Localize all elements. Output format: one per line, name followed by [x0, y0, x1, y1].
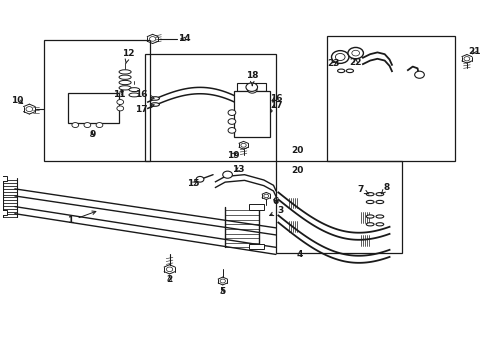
Text: 1: 1: [67, 211, 96, 225]
Circle shape: [247, 86, 257, 93]
Text: 12: 12: [122, 49, 135, 63]
Text: 16: 16: [269, 94, 282, 103]
Circle shape: [227, 110, 235, 116]
Ellipse shape: [366, 223, 373, 226]
Ellipse shape: [375, 193, 383, 196]
Circle shape: [241, 143, 245, 147]
Circle shape: [220, 279, 225, 283]
Ellipse shape: [263, 109, 271, 113]
Circle shape: [72, 123, 79, 127]
Text: 15: 15: [187, 179, 200, 188]
Text: 10: 10: [11, 96, 23, 105]
Bar: [237, 82, 265, 91]
Bar: [44, 40, 150, 161]
Text: 11: 11: [112, 90, 125, 99]
Circle shape: [463, 57, 469, 61]
Circle shape: [196, 176, 203, 182]
Circle shape: [166, 267, 172, 272]
Text: 18: 18: [245, 71, 258, 86]
Circle shape: [331, 51, 348, 63]
Bar: [1, 176, 7, 181]
Ellipse shape: [129, 88, 139, 91]
Text: 23: 23: [327, 59, 340, 68]
Circle shape: [223, 171, 232, 178]
Circle shape: [117, 106, 123, 111]
Bar: [249, 204, 264, 210]
Circle shape: [149, 37, 156, 41]
Text: 17: 17: [135, 104, 154, 114]
Text: 8: 8: [380, 183, 389, 194]
Ellipse shape: [366, 193, 373, 196]
Circle shape: [227, 119, 235, 124]
Bar: [326, 36, 454, 161]
Circle shape: [84, 123, 91, 127]
Ellipse shape: [129, 93, 139, 97]
Circle shape: [26, 107, 33, 112]
Ellipse shape: [119, 75, 131, 79]
Bar: [68, 93, 119, 123]
Ellipse shape: [375, 223, 383, 226]
Circle shape: [117, 100, 123, 104]
Ellipse shape: [150, 103, 159, 106]
Ellipse shape: [375, 215, 383, 218]
Text: 19: 19: [226, 151, 239, 160]
Text: 9: 9: [89, 130, 95, 139]
Circle shape: [227, 127, 235, 133]
Text: 16: 16: [135, 90, 154, 99]
Text: 7: 7: [357, 185, 368, 194]
Text: 17: 17: [269, 101, 282, 110]
Circle shape: [335, 54, 345, 60]
Circle shape: [351, 50, 359, 56]
Text: 20: 20: [291, 147, 303, 156]
Circle shape: [245, 83, 257, 91]
Bar: [233, 91, 269, 138]
Circle shape: [414, 71, 424, 78]
Ellipse shape: [375, 201, 383, 203]
Ellipse shape: [119, 70, 131, 74]
Text: 21: 21: [467, 47, 479, 56]
Text: 2: 2: [166, 275, 172, 284]
Text: 3: 3: [269, 206, 284, 216]
Text: 6: 6: [272, 197, 279, 206]
Text: 22: 22: [349, 58, 361, 67]
Ellipse shape: [119, 86, 131, 90]
Bar: [145, 54, 275, 161]
Circle shape: [96, 123, 102, 127]
Ellipse shape: [346, 69, 353, 73]
Ellipse shape: [119, 80, 131, 85]
Ellipse shape: [337, 69, 344, 73]
Text: 13: 13: [232, 165, 244, 174]
Ellipse shape: [150, 97, 159, 100]
Bar: [249, 244, 264, 249]
Bar: [275, 161, 401, 253]
Text: 14: 14: [178, 35, 190, 44]
Circle shape: [264, 194, 268, 198]
Circle shape: [347, 48, 363, 59]
Ellipse shape: [366, 215, 373, 218]
Ellipse shape: [366, 201, 373, 203]
Text: 5: 5: [219, 287, 225, 296]
Text: 4: 4: [296, 250, 303, 259]
Bar: [1, 211, 7, 215]
Text: 20: 20: [291, 166, 303, 175]
